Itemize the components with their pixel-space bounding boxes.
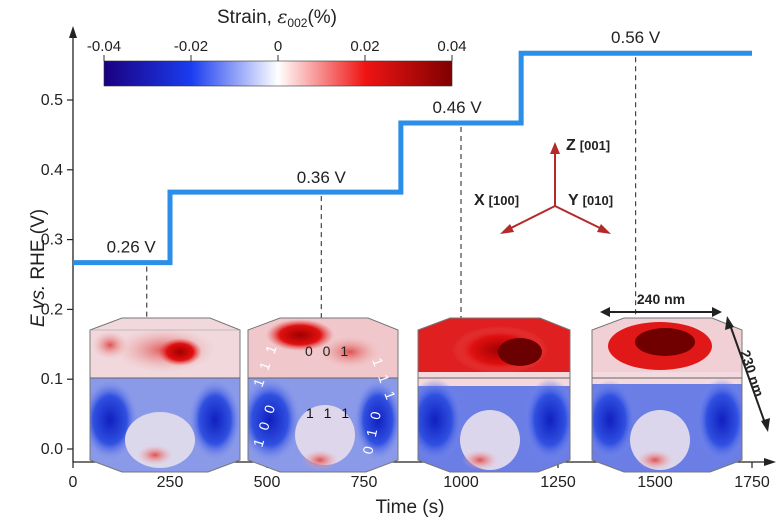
facet-label-111-center: 1 1 1 [306, 405, 352, 421]
colorbar-title: Strain, ε002(%) [217, 6, 337, 30]
x-tick-label: 1250 [540, 474, 576, 491]
colorbar-tick-label: 0 [274, 38, 282, 55]
facet-label-001: 0 0 1 [305, 343, 351, 359]
colorbar-title-subscript: 002 [287, 16, 307, 30]
voltage-label: 0.56 V [611, 28, 661, 47]
x-tick-label: 500 [254, 474, 281, 491]
colorbar-tick-label: 0.02 [350, 38, 379, 55]
colorbar-bar [103, 60, 453, 87]
voltage-label: 0.46 V [433, 98, 483, 117]
colorbar: Strain, ε002(%) -0.04 -0.02 0 0.02 0.04 [87, 6, 467, 87]
y-tick-label: 0.5 [41, 92, 63, 109]
height-arrow-bottom [761, 418, 770, 432]
y-tick-label: 0.2 [41, 301, 63, 318]
particle-2: 0 0 1 1 1 1 1 0 0 0 1 0 1 1 1 1 1 1 [247, 317, 400, 473]
colorbar-title-symbol: ε [277, 6, 287, 28]
z-arrow-head [550, 142, 560, 154]
x-arrow-head [500, 224, 514, 234]
x-tick-label: 750 [351, 474, 378, 491]
particle-1 [89, 317, 241, 473]
colorbar-tick-label: 0.04 [437, 38, 466, 55]
y-axis-title-rest: RHE (V) [28, 209, 49, 285]
y-arrow [554, 205, 605, 231]
width-arrow-left [600, 307, 610, 317]
colorbar-ticks: -0.04 -0.02 0 0.02 0.04 [87, 38, 467, 61]
x-axis-label: X [100] [474, 192, 519, 209]
width-arrow-right [712, 307, 722, 317]
y-axis-title-italic: E vs. [28, 285, 49, 327]
height-arrow-line [728, 321, 767, 427]
colorbar-tick-label: -0.02 [174, 38, 208, 55]
time-markers [146, 57, 637, 318]
y-tick-label: 0.1 [41, 371, 63, 388]
x-tick-label: 1500 [637, 474, 673, 491]
x-arrow [506, 205, 556, 231]
voltage-label: 0.36 V [297, 168, 347, 187]
y-axis-title: E vs. RHE (V) [28, 209, 49, 327]
y-tick-label: 0.4 [41, 162, 63, 179]
colorbar-title-text: Strain, [217, 7, 277, 28]
x-axis-title: Time (s) [376, 497, 445, 518]
x-tick-label: 0 [69, 474, 78, 491]
y-tick-label: 0.0 [41, 441, 63, 458]
y-axis-label: Y [010] [568, 192, 613, 209]
width-label: 240 nm [637, 291, 685, 307]
colorbar-title-unit: (%) [307, 7, 337, 28]
y-tick-label: 0.3 [41, 232, 63, 249]
colorbar-tick-label: -0.04 [87, 38, 121, 55]
coordinate-axes: Z [001] X [100] Y [010] [474, 137, 613, 234]
height-arrow-top [725, 316, 734, 330]
y-ticks: 0.0 0.1 0.2 0.3 0.4 0.5 [41, 92, 73, 458]
y-axis-arrow [69, 26, 77, 38]
voltage-step-line [73, 50, 752, 266]
x-tick-label: 250 [157, 474, 184, 491]
x-axis-arrow [764, 458, 776, 466]
x-tick-label: 1000 [443, 474, 479, 491]
particle-3 [417, 317, 571, 473]
voltage-label: 0.26 V [107, 238, 157, 257]
x-tick-label: 1750 [734, 474, 770, 491]
y-arrow-head [597, 224, 611, 234]
x-ticks: 0 250 500 750 1000 1250 1500 1750 [69, 462, 770, 491]
z-axis-label: Z [001] [566, 137, 610, 154]
particle-4 [591, 317, 743, 473]
voltage-labels: 0.26 V 0.36 V 0.46 V 0.56 V [107, 28, 661, 256]
